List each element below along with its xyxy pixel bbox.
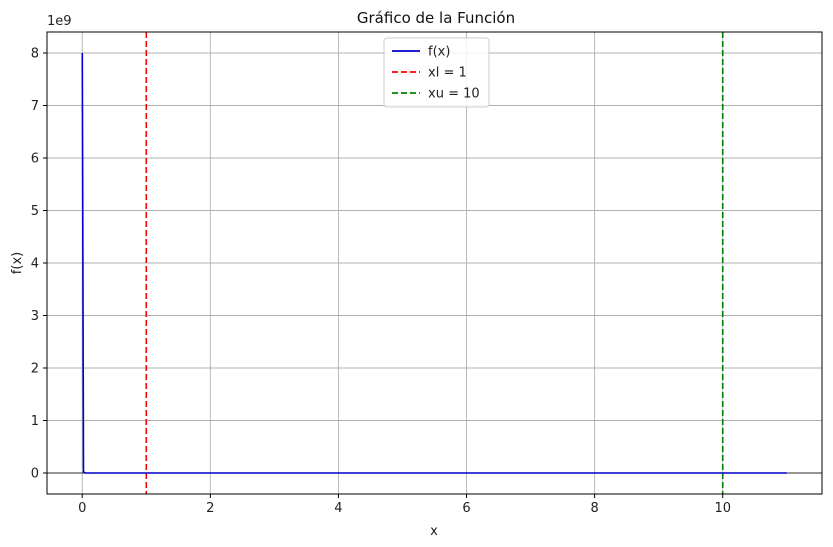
legend-label: f(x): [428, 45, 450, 60]
legend-label: xu = 10: [428, 87, 480, 102]
y-tick-label: 6: [31, 152, 39, 167]
legend: f(x) xl = 1 xu = 10: [383, 37, 490, 108]
y-tick-label: 3: [31, 309, 39, 324]
y-tick-label: 0: [31, 467, 39, 482]
legend-label: xl = 1: [428, 66, 467, 81]
y-tick-label: 1: [31, 414, 39, 429]
y-axis: 0 1 2 3 4 5 6 7 8: [31, 47, 47, 482]
y-tick-label: 4: [31, 257, 39, 272]
chart-title: Gráfico de la Función: [357, 9, 515, 27]
x-tick-label: 6: [462, 501, 470, 516]
x-tick-label: 2: [206, 501, 214, 516]
y-tick-label: 8: [31, 47, 39, 62]
y-offset-label: 1e9: [47, 14, 72, 29]
series-line-0: [81, 52, 787, 474]
y-axis-label: f(x): [10, 252, 25, 274]
x-axis: 0 2 4 6 8 10: [78, 494, 731, 516]
legend-box: [383, 37, 490, 108]
x-axis-label: x: [430, 524, 438, 539]
x-tick-label: 8: [590, 501, 598, 516]
x-tick-label: 10: [714, 501, 731, 516]
y-tick-label: 7: [31, 99, 39, 114]
x-tick-label: 4: [334, 501, 342, 516]
y-tick-label: 5: [31, 204, 39, 219]
y-tick-label: 2: [31, 362, 39, 377]
plot-lines: [47, 32, 822, 494]
x-tick-label: 0: [78, 501, 86, 516]
